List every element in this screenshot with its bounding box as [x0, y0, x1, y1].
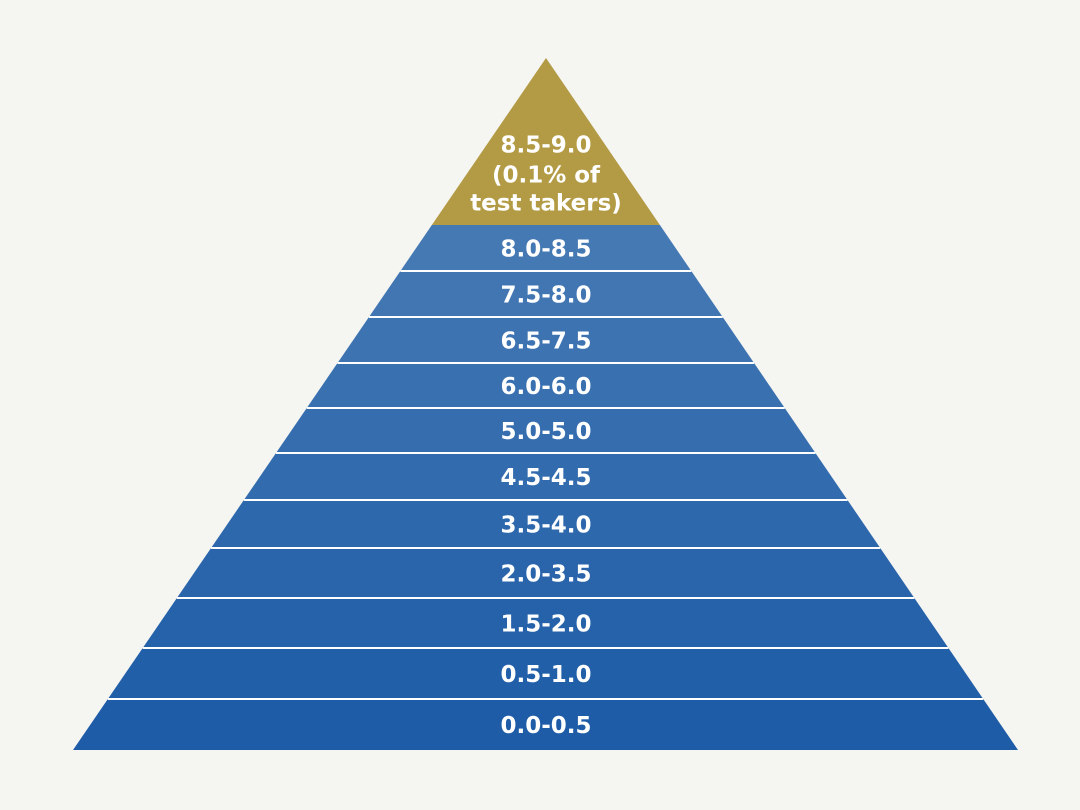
- tier-label: 7.5-8.0: [500, 283, 591, 309]
- tier-shape: [211, 500, 881, 548]
- tier-top-shape: [431, 58, 660, 225]
- tier-shape: [368, 271, 723, 317]
- tier-label: 0.0-0.5: [500, 713, 591, 739]
- tier-shape: [306, 363, 785, 408]
- tier-label: 0.5-1.0: [500, 662, 591, 688]
- tier-label: 1.5-2.0: [500, 612, 591, 638]
- tier-shape: [176, 548, 915, 598]
- tier-shape: [73, 699, 1018, 750]
- pyramid-dividers: [107, 270, 984, 700]
- tier-label: 6.0-6.0: [500, 374, 591, 400]
- tier-shape: [107, 648, 984, 699]
- pyramid-tiers: [73, 58, 1018, 750]
- tier-shape: [243, 453, 848, 500]
- tier-label: 8.0-8.5: [500, 237, 591, 263]
- tier-shape: [337, 317, 755, 363]
- tier-label: 2.0-3.5: [500, 562, 591, 588]
- tier-top-label-line: 8.5-9.0: [500, 133, 591, 159]
- tier-top-label-line: (0.1% of: [492, 163, 601, 189]
- tier-shape: [142, 598, 949, 648]
- tier-top-label-line: test takers): [470, 191, 622, 217]
- tier-shape: [400, 225, 692, 271]
- tier-label: 6.5-7.5: [500, 329, 591, 355]
- tier-label: 4.5-4.5: [500, 465, 591, 491]
- tier-shape: [276, 408, 816, 453]
- tier-label: 3.5-4.0: [500, 513, 591, 539]
- tier-label: 5.0-5.0: [500, 419, 591, 445]
